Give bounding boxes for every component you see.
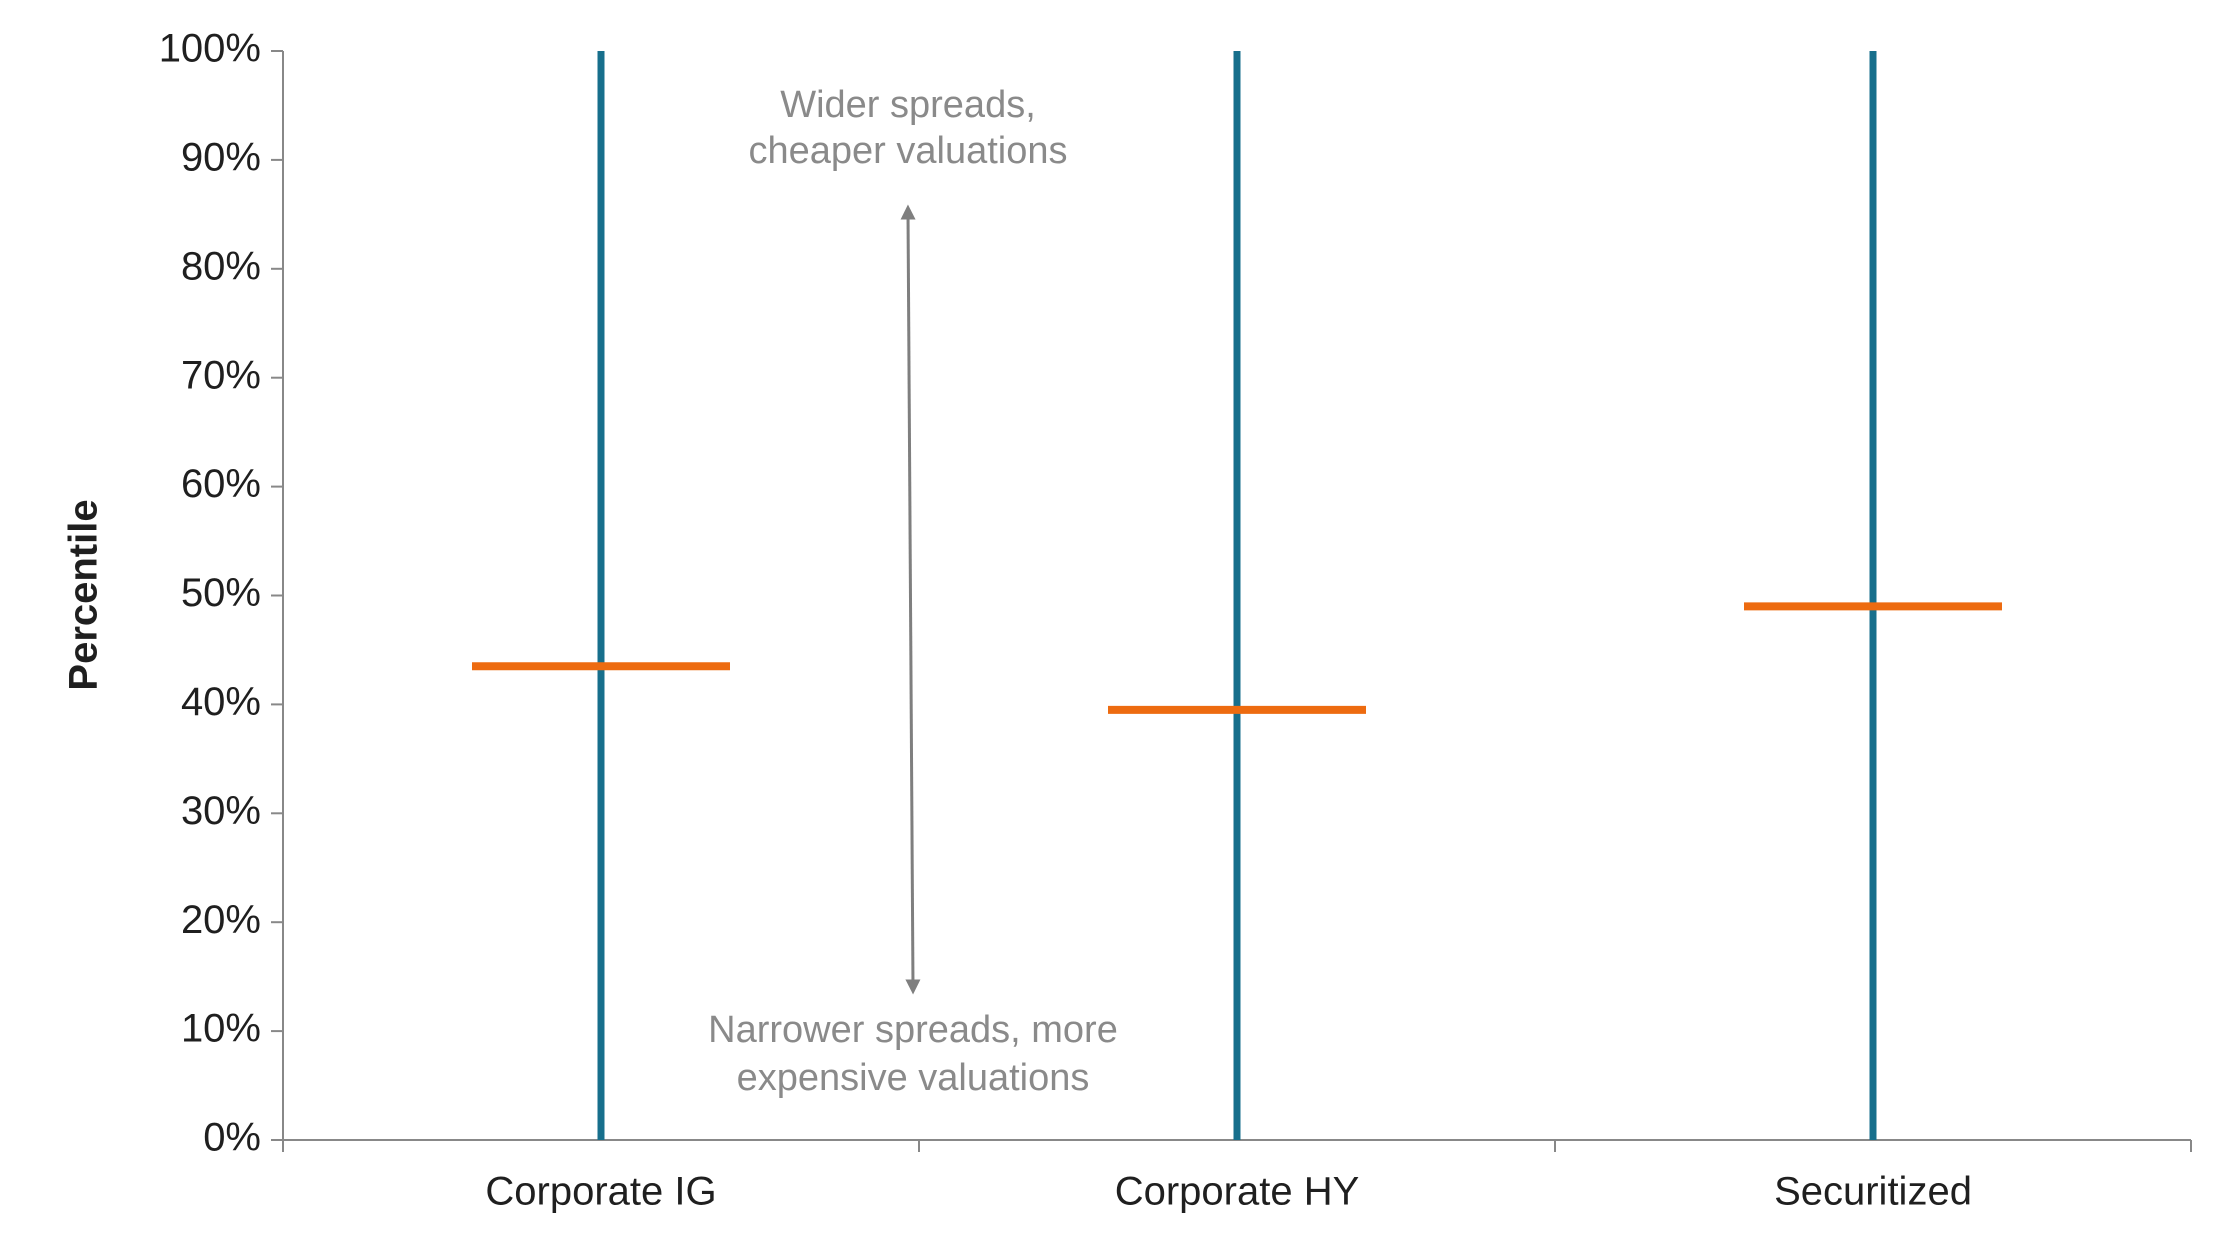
y-tick-label: 10% <box>181 1007 261 1051</box>
y-tick-label: 100% <box>159 27 261 71</box>
x-tick-label: Corporate IG <box>485 1170 716 1214</box>
annotation: Narrower spreads, more <box>708 1009 1118 1051</box>
y-tick-label: 70% <box>181 353 261 397</box>
y-tick-label: 0% <box>203 1116 261 1160</box>
annotation: expensive valuations <box>737 1057 1090 1099</box>
annotation: cheaper valuations <box>749 130 1068 172</box>
x-tick-label: Corporate HY <box>1115 1170 1360 1214</box>
y-tick-label: 40% <box>181 680 261 724</box>
y-tick-label: 80% <box>181 244 261 288</box>
annotation: Wider spreads, <box>780 84 1036 126</box>
y-tick-label: 30% <box>181 789 261 833</box>
y-tick-label: 20% <box>181 898 261 942</box>
x-tick-label: Securitized <box>1774 1170 1972 1214</box>
y-tick-label: 90% <box>181 135 261 179</box>
y-tick-label: 60% <box>181 462 261 506</box>
y-axis-label: Percentile <box>62 499 106 690</box>
annotation-arrow <box>900 204 921 995</box>
y-tick-label: 50% <box>181 571 261 615</box>
